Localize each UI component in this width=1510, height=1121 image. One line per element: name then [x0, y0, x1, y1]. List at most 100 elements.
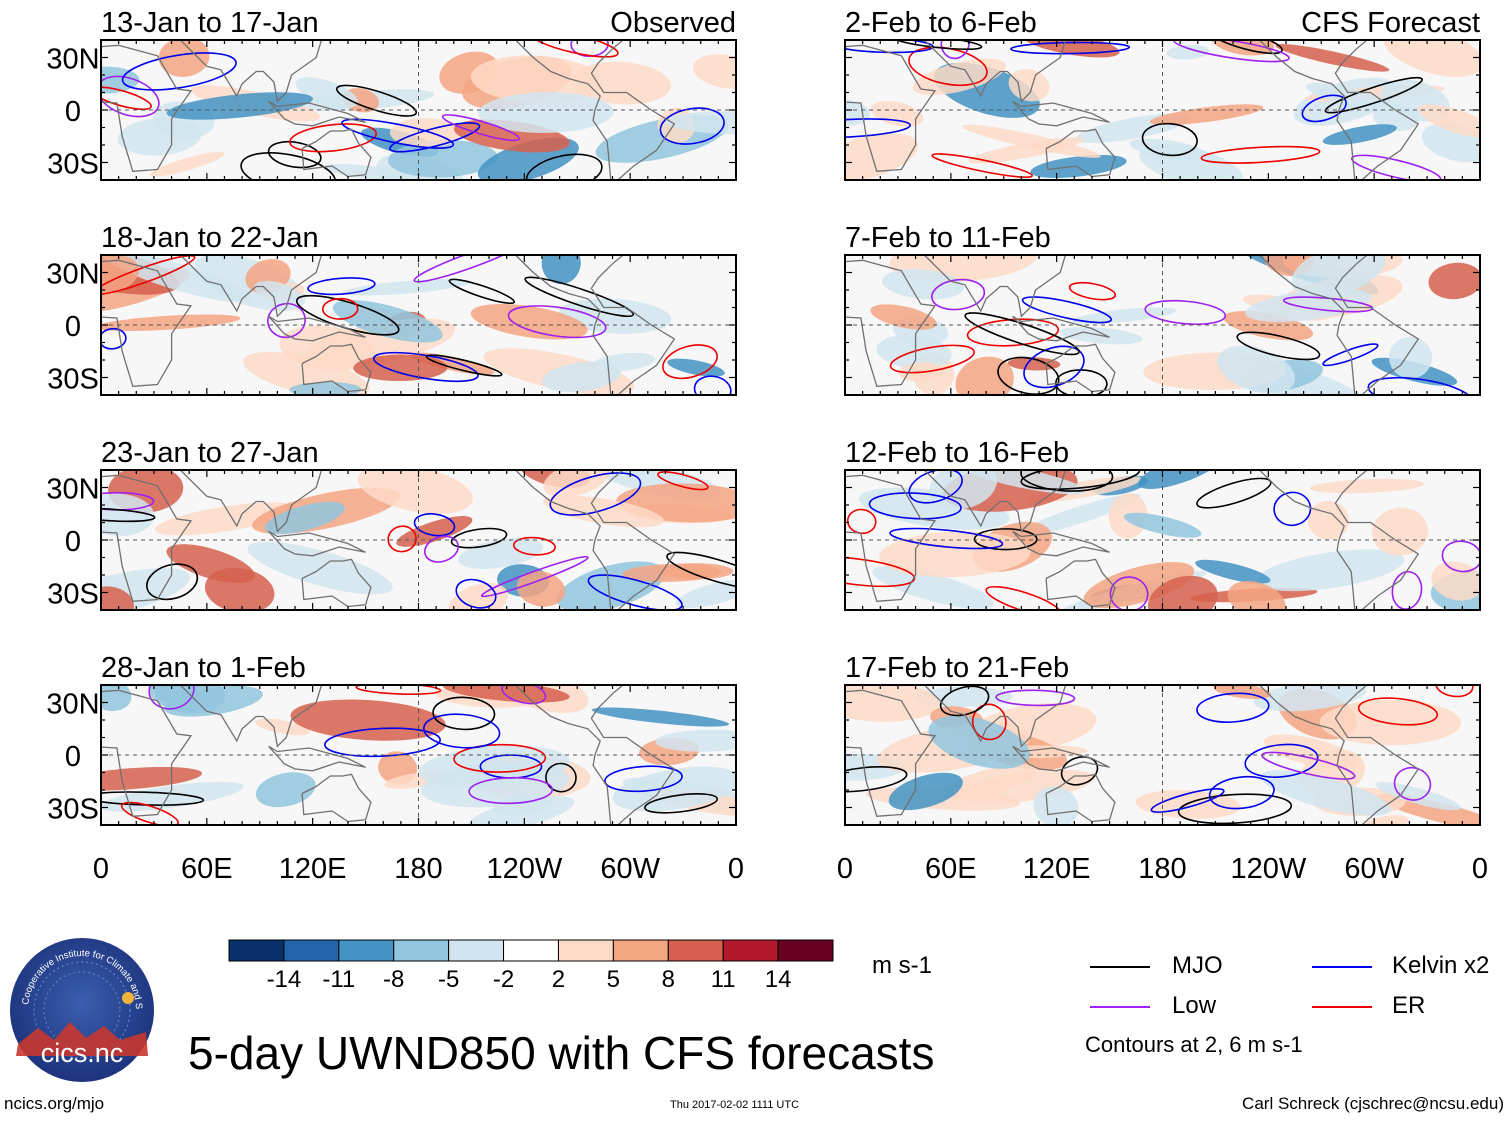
- coastline: [1012, 100, 1110, 127]
- y-tick-label: 30N: [46, 474, 99, 506]
- colorbar-swatch: [777, 939, 834, 962]
- coastline: [923, 470, 1067, 533]
- coastline: [1259, 40, 1420, 180]
- x-tick-label: 60E: [925, 853, 977, 885]
- colorbar-label: 5: [607, 966, 620, 993]
- wave-contour: [1208, 775, 1275, 810]
- coastline: [1259, 255, 1420, 395]
- anomaly-shade: [1033, 786, 1079, 825]
- coastline: [1045, 773, 1116, 823]
- wave-contour: [341, 118, 455, 149]
- panel-3: 30N 0 30S 23-Jan to 27-Jan: [46, 437, 737, 611]
- wave-contour: [1196, 692, 1270, 723]
- anomaly-shade: [478, 92, 614, 133]
- y-tick-label: 30S: [47, 579, 99, 611]
- anomaly-shade: [543, 495, 665, 528]
- wave-contour: [931, 278, 986, 311]
- footer-timestamp: Thu 2017-02-02 1111 UTC: [670, 1099, 800, 1111]
- panel-field: [101, 40, 736, 180]
- x-tick-label: 0: [93, 853, 109, 885]
- coastline: [515, 470, 676, 610]
- anomaly-shade: [388, 140, 498, 178]
- anomaly-shade: [872, 566, 994, 609]
- anomaly-shade: [1149, 104, 1264, 125]
- x-tick-label: 120W: [1230, 853, 1306, 885]
- coastline: [923, 255, 1067, 318]
- panel-field: [845, 470, 1480, 610]
- anomaly-shade: [1020, 493, 1141, 536]
- wave-contour: [973, 528, 1038, 551]
- wave-contour: [355, 685, 442, 695]
- panel-period-title: 28-Jan to 1-Feb: [101, 652, 306, 684]
- anomaly-shade: [357, 470, 473, 514]
- coastline: [845, 689, 937, 817]
- coastline: [1012, 530, 1110, 557]
- x-tick-label: 60E: [181, 853, 233, 885]
- y-tick-label: 0: [65, 96, 81, 128]
- panel-field: [845, 255, 1480, 395]
- coastline: [268, 315, 366, 342]
- panel-period-title: 23-Jan to 27-Jan: [101, 437, 319, 469]
- coastline: [1012, 315, 1110, 342]
- anomaly-shade: [166, 544, 256, 584]
- wave-contour: [240, 152, 337, 180]
- wave-contour: [549, 472, 642, 516]
- x-tick-label: 60W: [1344, 853, 1404, 885]
- wave-contour: [441, 114, 521, 142]
- wave-contour: [1141, 122, 1198, 157]
- anomaly-shade: [1123, 512, 1202, 538]
- coastline: [179, 470, 323, 533]
- wave-contour: [101, 507, 156, 523]
- anomaly-shade: [101, 314, 241, 332]
- legend-label-kelvin: Kelvin x2: [1392, 952, 1490, 979]
- wave-contour: [662, 344, 718, 380]
- wave-contour: [423, 713, 501, 749]
- anomaly-shade: [912, 58, 1007, 96]
- wave-contour: [845, 556, 916, 588]
- wave-contour: [966, 318, 1060, 347]
- coastline: [1045, 343, 1116, 393]
- anomaly-shade: [295, 77, 359, 109]
- wave-contour: [659, 107, 725, 145]
- wave-contour: [1144, 299, 1227, 326]
- panel-period-title: 13-Jan to 17-Jan: [101, 7, 319, 39]
- anomaly-shade: [543, 470, 610, 498]
- anomaly-shade: [541, 255, 581, 285]
- panel-field: [101, 255, 732, 395]
- wave-contour: [501, 685, 547, 705]
- anomaly-shade: [467, 795, 575, 825]
- anomaly-shade: [1129, 138, 1209, 161]
- anomaly-shade: [1209, 40, 1275, 56]
- units-label: m s-1: [872, 952, 932, 979]
- wave-contour: [387, 525, 417, 553]
- anomaly-shade: [332, 300, 443, 343]
- wave-contour: [413, 255, 527, 283]
- panel-period-title: 18-Jan to 22-Jan: [101, 222, 319, 254]
- anomaly-shade: [622, 563, 721, 582]
- y-tick-label: 0: [65, 741, 81, 773]
- anomaly-shade: [1388, 336, 1433, 379]
- anomaly-shade: [1372, 507, 1429, 556]
- anomaly-shade: [1382, 40, 1480, 77]
- anomaly-shade: [1255, 549, 1405, 592]
- y-tick-label: 30N: [46, 689, 99, 721]
- coastline: [1045, 128, 1116, 178]
- coastline: [1259, 685, 1420, 825]
- colorbar-label: 11: [711, 966, 736, 993]
- legend-label-mjo: MJO: [1172, 952, 1223, 979]
- wave-contour: [1236, 331, 1321, 361]
- x-tick-label: 0: [837, 853, 853, 885]
- anomaly-shade: [870, 304, 937, 330]
- wave-contour: [423, 535, 460, 563]
- anomaly-shade: [1008, 69, 1050, 102]
- wave-contour: [480, 555, 589, 598]
- anomaly-shade: [150, 151, 225, 177]
- coastline: [923, 685, 1067, 748]
- colorbar-label: -14: [267, 966, 302, 993]
- coastline: [179, 685, 323, 748]
- anomaly-shade: [470, 55, 602, 104]
- wave-contour: [657, 471, 709, 491]
- panel-tag: Observed: [610, 7, 736, 39]
- wave-contour: [321, 297, 359, 320]
- wave-contour: [1023, 345, 1085, 389]
